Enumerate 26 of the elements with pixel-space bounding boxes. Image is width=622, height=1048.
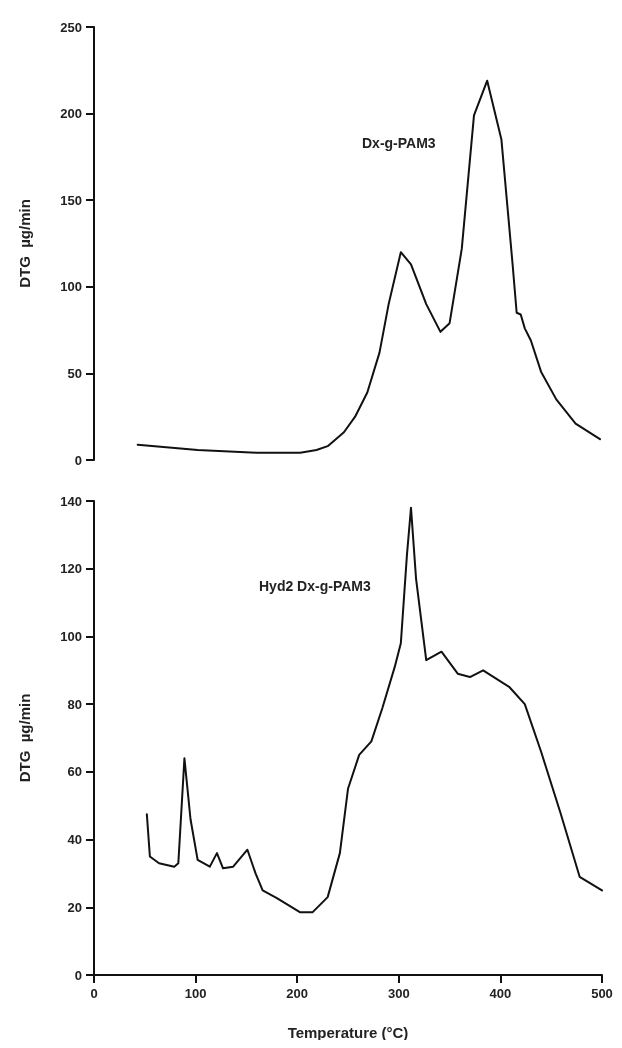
annotation: Hyd2 Dx-g-PAM3 <box>259 578 371 594</box>
line-series <box>136 79 601 454</box>
annotation: Dx-g-PAM3 <box>362 135 436 151</box>
y-tick-label: 200 <box>60 106 82 122</box>
y-tick-label: 40 <box>67 832 82 848</box>
y-axis-title: DTG µg/min <box>16 199 33 288</box>
x-tick-label: 500 <box>591 986 613 1001</box>
y-tick-label: 80 <box>67 696 82 712</box>
y-tick-label: 120 <box>60 561 82 577</box>
y-axis-title: DTG µg/min <box>16 693 33 783</box>
y-tick-label: 50 <box>67 365 82 381</box>
y-tick-label: 20 <box>67 899 82 915</box>
y-tick-label: 140 <box>60 493 82 509</box>
x-tick-label: 0 <box>90 986 98 1001</box>
x-tick-label: 300 <box>387 986 410 1001</box>
x-tick-label: 400 <box>489 986 512 1001</box>
y-tick-label: 0 <box>74 967 82 983</box>
y-tick-label: 60 <box>67 764 82 780</box>
y-tick-label: 100 <box>60 628 82 644</box>
y-tick-label: 0 <box>74 452 82 468</box>
x-tick-label: 200 <box>286 986 309 1001</box>
line-series <box>145 506 603 914</box>
y-tick-label: 150 <box>60 192 82 208</box>
y-tick-label: 100 <box>60 279 82 295</box>
x-tick-label: 100 <box>184 986 207 1001</box>
y-tick-label: 250 <box>60 19 82 35</box>
